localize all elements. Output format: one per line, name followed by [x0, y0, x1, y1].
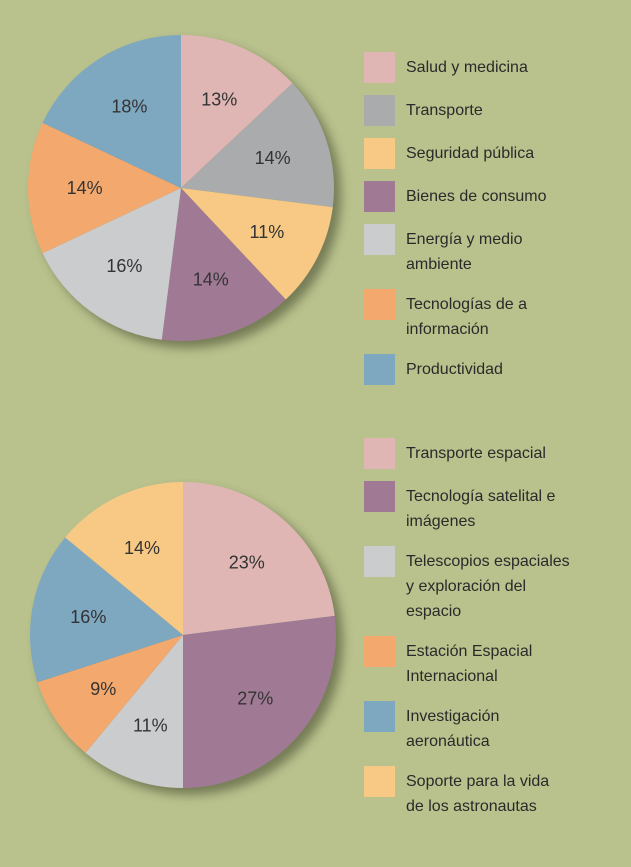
slice-label: 16% [70, 607, 106, 627]
pie-slice [28, 122, 182, 254]
pie-slice [181, 35, 293, 188]
legend-item: Transporte [364, 95, 624, 126]
legend-item: Transporte espacial [364, 438, 624, 469]
legend-label: Telescopios espaciales y exploración del… [406, 553, 570, 620]
legend-label: Soporte para la vida de los astronautas [406, 773, 550, 815]
pie-slice [29, 537, 183, 683]
slice-label: 27% [237, 689, 273, 709]
slice-label: 14% [193, 270, 229, 290]
legend-swatch [364, 766, 395, 797]
legend-swatch [364, 181, 395, 212]
pie-slice [183, 482, 335, 635]
legend-item: Tecnologías de a información [364, 289, 624, 342]
legend-label: Energía y medio ambiente [406, 231, 523, 273]
legend-label: Transporte espacial [406, 445, 546, 462]
pie-slice [42, 188, 181, 340]
legend-swatch [364, 224, 395, 255]
legend-swatch [364, 546, 395, 577]
legend-swatch [364, 636, 395, 667]
slice-label: 14% [255, 148, 291, 168]
slice-label: 18% [111, 97, 147, 117]
legend-1: Salud y medicina Transporte Seguridad públ… [364, 52, 624, 397]
slice-label: 11% [250, 222, 285, 242]
legend-item: Seguridad pública [364, 138, 624, 169]
legend-item: Tecnología satelital e imágenes [364, 481, 624, 534]
legend-swatch [364, 52, 395, 83]
slice-label: 14% [124, 538, 160, 558]
legend-item: Investigación aeronáutica [364, 701, 624, 754]
legend-item: Bienes de consumo [364, 181, 624, 212]
legend-item: Energía y medio ambiente [364, 224, 624, 277]
pie-slice [37, 635, 183, 753]
legend-swatch [364, 138, 395, 169]
legend-label: Tecnologías de a información [406, 296, 527, 338]
pie-slice [181, 188, 333, 300]
legend-item: Soporte para la vida de los astronautas [364, 766, 624, 819]
legend-item: Telescopios espaciales y exploración del… [364, 546, 624, 624]
legend-label: Transporte [406, 102, 483, 119]
legend-label: Seguridad pública [406, 145, 535, 162]
pie-chart-2: 23% 27% 11% 9% 16% 14% [29, 482, 343, 795]
legend-label: Investigación aeronáutica [406, 708, 500, 750]
slice-label: 23% [229, 553, 265, 573]
legend-label: Bienes de consumo [406, 188, 547, 205]
pie-slice [65, 482, 183, 635]
pie-slice [42, 35, 181, 188]
legend-swatch [364, 438, 395, 469]
legend-item: Salud y medicina [364, 52, 624, 83]
slice-label: 14% [67, 178, 103, 198]
slice-label: 16% [106, 256, 142, 276]
pie-slice [183, 615, 336, 788]
slice-label: 13% [201, 90, 237, 110]
legend-swatch [364, 481, 395, 512]
legend-swatch [364, 354, 395, 385]
pie-slice [161, 188, 286, 342]
legend-label: Salud y medicina [406, 59, 528, 76]
legend-2: Transporte espacial Tecnología satelital … [364, 438, 624, 831]
legend-swatch [364, 289, 395, 320]
pie-chart-1: 13% 14% 11% 14% 16% 14% 18% [28, 35, 341, 348]
legend-item: Estación Espacial Internacional [364, 636, 624, 689]
legend-label: Tecnología satelital e imágenes [406, 488, 556, 530]
legend-label: Productividad [406, 361, 503, 378]
slice-label: 9% [90, 679, 116, 699]
legend-label: Estación Espacial Internacional [406, 643, 533, 685]
legend-swatch [364, 95, 395, 126]
pie-slice [85, 635, 183, 788]
legend-swatch [364, 701, 395, 732]
pie-slice [181, 83, 334, 208]
legend-item: Productividad [364, 354, 624, 385]
slice-label: 11% [133, 716, 168, 736]
